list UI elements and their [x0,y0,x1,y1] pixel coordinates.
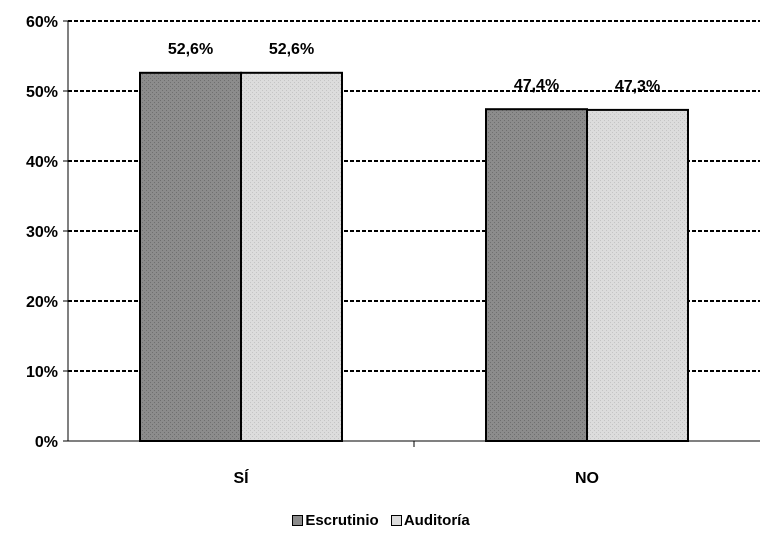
y-tick-label: 40% [26,154,58,171]
axes [63,20,760,447]
y-tick-label: 30% [26,224,58,241]
x-tick-label: SÍ [233,468,249,487]
data-label: 52,6% [269,41,314,58]
legend-item-escrutinio: Escrutinio [292,512,379,529]
bars [139,71,689,443]
y-tick-label: 50% [26,84,58,101]
data-label: 47,3% [615,78,660,95]
data-label: 47,4% [514,77,559,94]
legend-swatch-auditoria [390,515,402,526]
bar [485,108,588,442]
legend-label-escrutinio: Escrutinio [305,512,379,529]
bar [240,71,343,443]
legend-label-auditoria: Auditoría [403,512,470,529]
legend-swatch-escrutinio [292,515,304,526]
x-tick-label: NO [575,470,599,487]
data-label: 52,6% [168,41,213,58]
bar [139,71,242,443]
bar [586,108,689,443]
y-tick-label: 20% [26,294,58,311]
y-tick-label: 0% [35,434,58,451]
y-tick-label: 60% [26,14,58,31]
legend: Escrutinio Auditoría [0,512,762,530]
y-tick-label: 10% [26,364,58,381]
labels: 0% 10% 20% 30% 40% 50% 60% 52,6% 52,6% SÍ 47,4% 47,… [26,14,660,487]
legend-item-auditoria: Auditoría [390,512,470,529]
